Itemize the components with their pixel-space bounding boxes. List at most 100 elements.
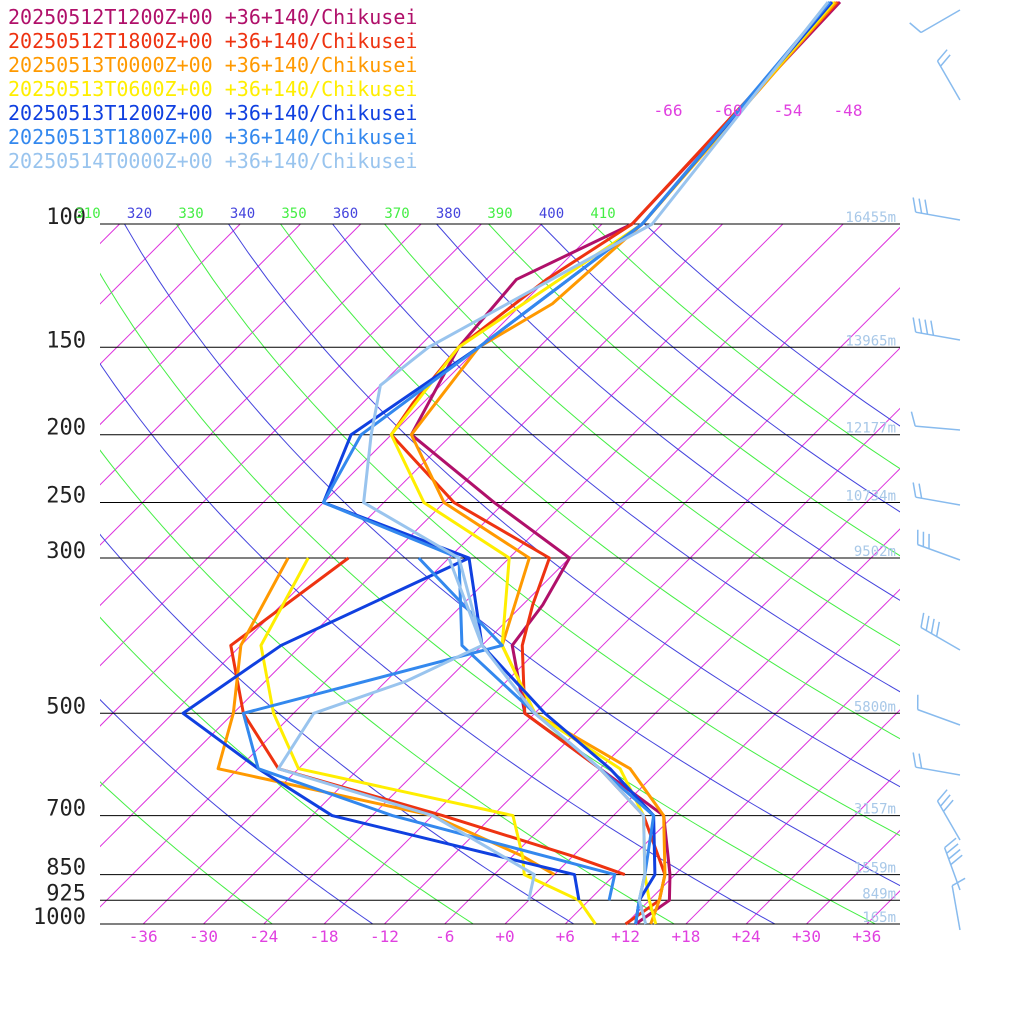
pressure-label: 850	[46, 856, 86, 881]
barb-shaft	[915, 496, 961, 506]
temperature-profile	[321, 222, 657, 925]
x-tick-label: +36	[852, 927, 881, 946]
x-tick-label: -24	[249, 927, 278, 946]
isotherm-line	[100, 223, 663, 788]
theta-label: 340	[230, 206, 255, 222]
pressure-label: 300	[46, 539, 86, 564]
barb-flag	[930, 618, 935, 634]
barb-flag	[912, 482, 917, 498]
height-label: 10734m	[845, 489, 896, 505]
x-tick-label: +0	[495, 927, 514, 946]
pressure-label: 1000	[33, 905, 86, 930]
height-label: 165m	[862, 910, 896, 926]
barb-flag	[924, 319, 929, 335]
barb-flag	[939, 54, 951, 67]
barb-flag	[918, 753, 923, 769]
height-label: 12177m	[845, 421, 896, 437]
barb-flag	[951, 877, 966, 887]
isotherm-line	[504, 528, 900, 924]
height-label: 5800m	[854, 699, 896, 715]
barb-flag	[930, 320, 935, 336]
barb-shaft	[920, 9, 961, 34]
barb-shaft	[920, 626, 961, 651]
barb-flag	[946, 843, 959, 854]
pressure-label: 925	[46, 881, 86, 906]
barb-flag	[912, 752, 917, 768]
wind-barb	[916, 529, 961, 561]
x-tick-label: -6	[435, 927, 454, 946]
barb-shaft	[936, 60, 961, 101]
barb-flag	[935, 621, 941, 637]
axis-labels: 100 16455m 150 13965m 200 12177m 250 10734m 300 9…	[33, 101, 896, 946]
barb-shaft	[917, 708, 961, 726]
barb-flag	[912, 197, 917, 213]
legend-entry: 20250513T0600Z+00 +36+140/Chikusei	[8, 77, 417, 101]
dry-adiabat-line	[176, 223, 900, 837]
height-label: 9502m	[854, 544, 896, 560]
isotherm-line	[203, 226, 900, 924]
series-upper-extension	[651, 1, 830, 225]
wind-barb	[936, 49, 961, 101]
legend: 20250512T1200Z+00 +36+140/Chikusei202505…	[8, 5, 417, 173]
theta-label: 380	[436, 206, 461, 222]
theta-label: 410	[590, 206, 615, 222]
isotherm-line	[263, 287, 900, 924]
height-label: 849m	[862, 886, 896, 902]
dry-adiabat-line	[100, 362, 776, 924]
legend-entry: 20250514T0000Z+00 +36+140/Chikusei	[8, 149, 417, 173]
isotherm-line	[625, 648, 900, 924]
pressure-label: 250	[46, 484, 86, 509]
pressure-label: 200	[46, 416, 86, 441]
barb-flag	[924, 199, 929, 215]
isotherm-line	[866, 890, 900, 924]
barb-flag	[928, 533, 930, 549]
height-label: 1559m	[854, 861, 896, 877]
x-tick-label: +24	[732, 927, 761, 946]
isotherm-line	[987, 224, 1024, 924]
isotherm-line	[142, 223, 844, 924]
x-tick-label: -12	[370, 927, 399, 946]
barb-flag	[939, 794, 951, 807]
wind-barb	[912, 482, 961, 506]
x-tick-label: -18	[310, 927, 339, 946]
top-temp-label: -48	[834, 101, 863, 120]
pressure-label: 100	[46, 205, 86, 230]
barb-shaft	[915, 766, 961, 776]
isotherm-line	[745, 769, 900, 924]
barb-shaft	[943, 847, 961, 891]
barb-flag	[950, 854, 963, 866]
barb-flag	[918, 483, 923, 499]
isotherm-line	[323, 347, 900, 924]
top-temp-label: -66	[654, 101, 683, 120]
dewpoint-profile	[229, 556, 626, 877]
isotherm-line	[927, 224, 1024, 924]
theta-label: 370	[384, 206, 409, 222]
dry-adiabat-line	[592, 223, 900, 470]
theta-label: 310	[75, 206, 100, 222]
wind-barb	[910, 411, 961, 431]
dewpoint-profile	[276, 557, 536, 901]
barb-flag	[916, 529, 919, 545]
x-tick-label: +6	[556, 927, 575, 946]
barb-flag	[922, 531, 925, 547]
isotherm-line	[100, 223, 241, 365]
wind-barb	[936, 789, 961, 841]
barb-shaft	[951, 885, 961, 931]
wind-barb	[951, 877, 966, 931]
legend-entry: 20250513T1800Z+00 +36+140/Chikusei	[8, 125, 417, 149]
barb-flag	[936, 789, 948, 802]
legend-entry: 20250513T1200Z+00 +36+140/Chikusei	[8, 101, 417, 125]
x-tick-label: -30	[189, 927, 218, 946]
sounding-series	[181, 0, 842, 926]
isobars	[100, 223, 900, 925]
dewpoint-profile	[259, 557, 597, 925]
wind-barb	[909, 9, 961, 34]
legend-entry: 20250513T0000Z+00 +36+140/Chikusei	[8, 53, 417, 77]
barb-shaft	[915, 331, 961, 341]
theta-label: 360	[333, 206, 358, 222]
barb-flag	[909, 22, 922, 34]
isotherm-line	[100, 223, 723, 848]
pressure-label: 700	[46, 797, 86, 822]
height-label: 3157m	[854, 802, 896, 818]
barb-flag	[910, 411, 916, 427]
